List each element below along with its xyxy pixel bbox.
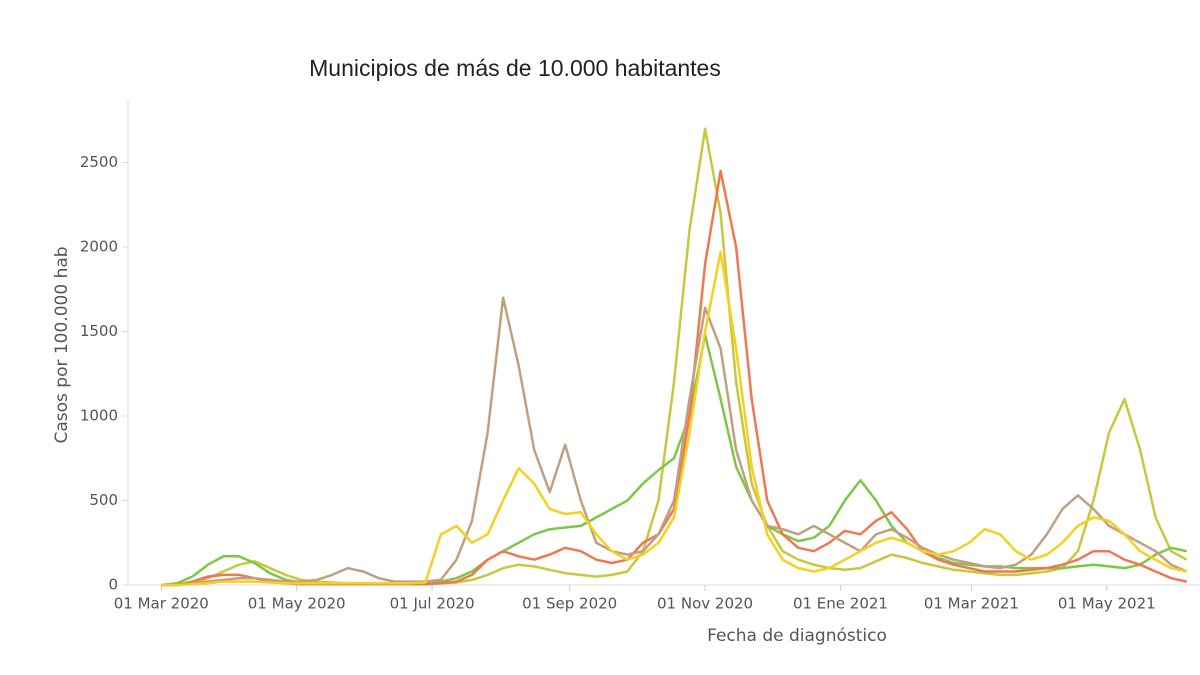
y-axis-label: Casos por 100.000 hab <box>52 246 72 443</box>
series-line <box>161 296 1188 587</box>
series-line <box>161 250 1187 587</box>
y-tick-label: 500 <box>89 491 118 509</box>
x-tick-label: 01 Mar 2021 <box>924 595 1019 613</box>
y-tick-label: 2500 <box>80 153 118 171</box>
y-tick-label: 2000 <box>80 238 118 256</box>
x-tick-label: 01 May 2020 <box>248 595 346 613</box>
x-tick-label: 01 Sep 2020 <box>522 595 617 613</box>
x-tick-label: 01 May 2021 <box>1058 595 1156 613</box>
y-tick-label: 1000 <box>80 407 118 425</box>
x-tick-label: 01 Mar 2020 <box>114 595 209 613</box>
x-axis-label: Fecha de diagnóstico <box>707 626 887 646</box>
x-tick-label: 01 Ene 2021 <box>793 595 888 613</box>
chart-title: Municipios de más de 10.000 habitantes <box>309 55 721 81</box>
y-tick-label: 1500 <box>80 322 118 340</box>
x-tick-label: 01 Jul 2020 <box>390 595 475 613</box>
x-tick-label: 01 Nov 2020 <box>657 595 753 613</box>
y-tick-label: 0 <box>108 576 118 594</box>
